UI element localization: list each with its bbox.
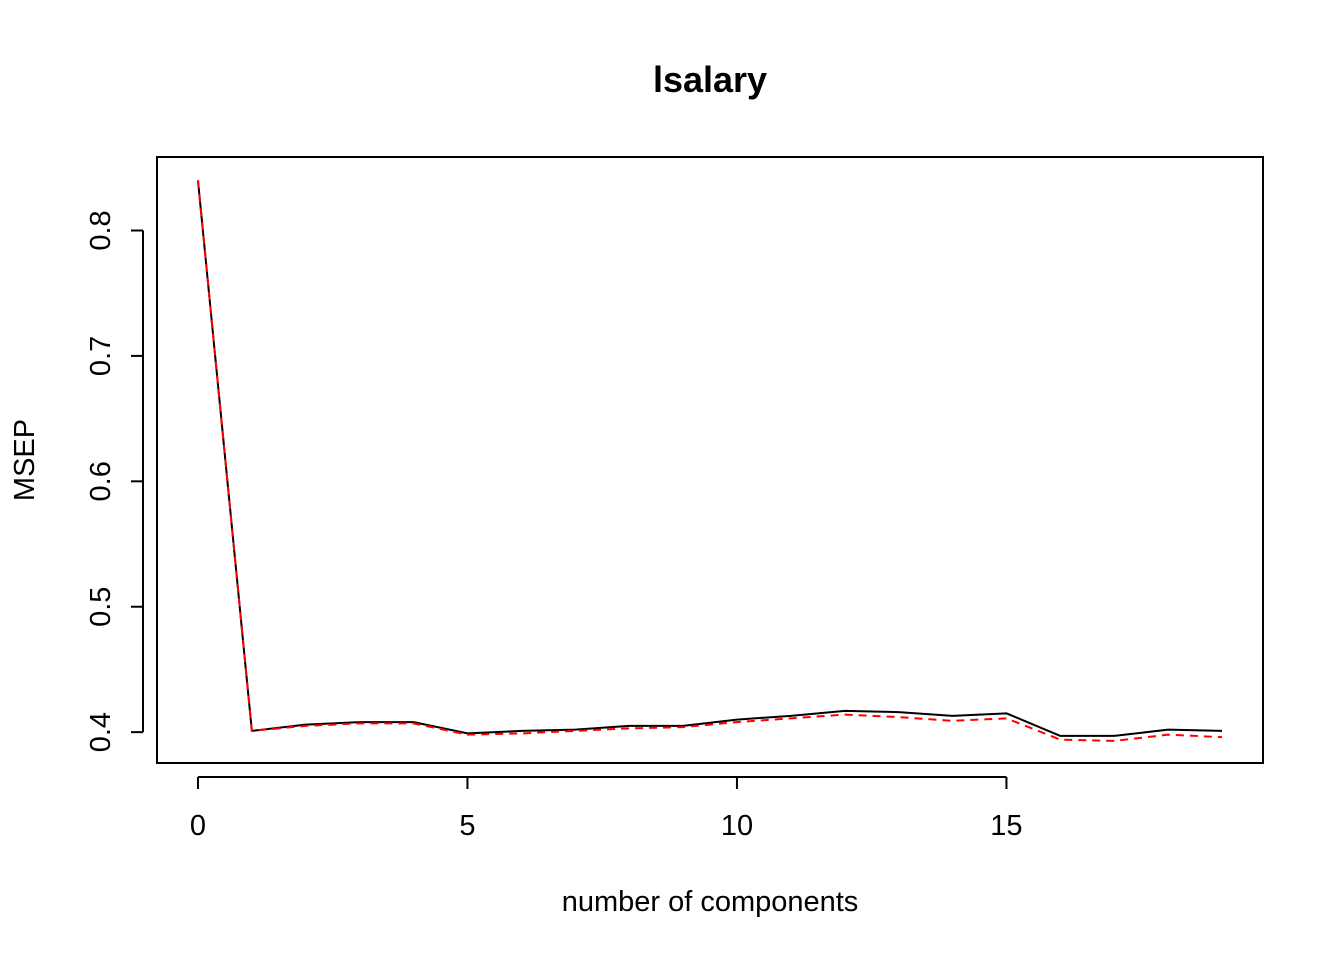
y-tick-label: 0.4 xyxy=(85,712,117,752)
y-tick-label: 0.5 xyxy=(85,587,117,627)
series-line-solid-black xyxy=(196,180,1223,737)
y-tick-label: 0.7 xyxy=(85,336,117,376)
series-line-dashed-red xyxy=(196,180,1223,742)
x-tick-label: 15 xyxy=(990,810,1022,842)
y-axis-label: MSEP xyxy=(9,419,41,501)
x-axis-label: number of components xyxy=(562,886,859,918)
y-tick-label: 0.8 xyxy=(85,210,117,250)
y-tick-label: 0.6 xyxy=(85,461,117,501)
plot-frame xyxy=(156,156,1264,764)
x-axis: 0 5 10 15 xyxy=(190,776,1023,842)
x-tick-label: 5 xyxy=(459,810,475,842)
x-tick-label: 10 xyxy=(721,810,753,842)
y-axis: 0.4 0.5 0.6 0.7 0.8 xyxy=(85,210,144,752)
chart-title: lsalary xyxy=(653,59,767,100)
x-tick-label: 0 xyxy=(190,810,206,842)
series-layer xyxy=(196,180,1223,742)
